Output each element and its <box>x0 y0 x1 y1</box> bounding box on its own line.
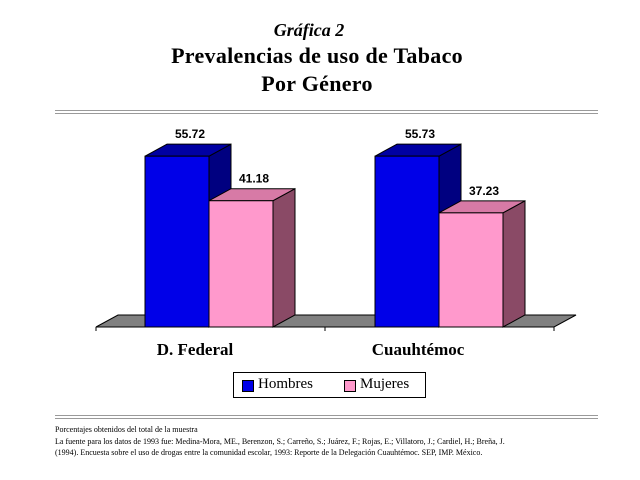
category-label-cuauhtemoc: Cuauhtémoc <box>372 340 465 359</box>
bottom-rule <box>55 415 598 416</box>
bar-hombres-d-federal <box>144 155 210 328</box>
data-label-hombres-d-federal: 55.72 <box>175 127 205 141</box>
bar-mujeres-cuauhtemoc <box>438 212 504 328</box>
top-rule-2 <box>55 113 598 114</box>
data-label-hombres-cuauhtemoc: 55.73 <box>405 127 435 141</box>
top-rule <box>55 110 598 111</box>
footnote-source-cont: (1994). Encuesta sobre el uso de drogas … <box>55 448 483 457</box>
chart-title-line2: Por Género <box>261 71 373 96</box>
footnote-source: La fuente para los datos de 1993 fue: Me… <box>55 437 505 446</box>
data-label-mujeres-d-federal: 41.18 <box>239 172 269 186</box>
legend: Hombres Mujeres <box>233 372 426 398</box>
legend-label-hombres: Hombres <box>258 376 313 392</box>
legend-label-mujeres: Mujeres <box>360 376 410 392</box>
bar-hombres-cuauhtemoc <box>374 155 440 328</box>
data-label-mujeres-cuauhtemoc: 37.23 <box>469 184 499 198</box>
chart-title-line1: Prevalencias de uso de Tabaco <box>171 43 463 68</box>
legend-swatch-mujeres <box>344 380 356 392</box>
bar-mujeres-d-federal <box>208 200 274 328</box>
chart-subtitle: Gráfica 2 <box>273 20 345 40</box>
legend-swatch-hombres <box>242 380 254 392</box>
bar-side-mujeres-cuauhtemoc <box>502 200 526 328</box>
bar-side-mujeres-d-federal <box>272 187 296 328</box>
bottom-rule-2 <box>55 418 598 419</box>
category-label-d-federal: D. Federal <box>157 340 234 359</box>
footnote-sample: Porcentajes obtenidos del total de la mu… <box>55 425 198 434</box>
